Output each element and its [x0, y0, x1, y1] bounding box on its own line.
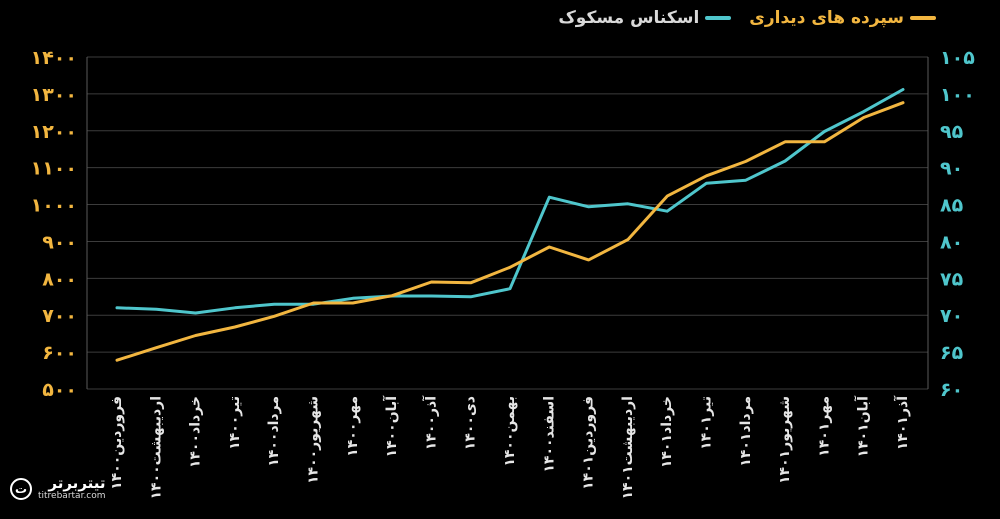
left-y-tick-label: ۱۰۰۰ — [31, 195, 77, 217]
x-tick-label: اسفند۱۴۰۰ — [541, 396, 557, 473]
legend-swatch-series-2 — [910, 16, 936, 20]
right-y-tick-label: ۷۵ — [940, 268, 964, 290]
right-y-tick-label: ۹۰ — [940, 158, 963, 180]
x-tick-label: مهر۱۴۰۱ — [816, 396, 832, 457]
left-y-tick-label: ۸۰۰ — [42, 268, 77, 290]
x-tick-label: دی۱۴۰۰ — [463, 396, 479, 450]
right-y-tick-label: ۷۰ — [940, 305, 963, 327]
watermark-logo: ت تیتربرتر titrebartar.com — [10, 474, 106, 501]
x-tick-label: خرداد۱۴۰۰ — [188, 396, 204, 468]
right-y-tick-label: ۸۰ — [940, 231, 963, 253]
x-tick-label: مهر۱۴۰۰ — [345, 396, 361, 457]
x-tick-label: شهریور۱۴۰۰ — [306, 396, 322, 484]
left-y-tick-label: ۱۲۰۰ — [31, 121, 77, 143]
x-tick-label: فروردین۱۴۰۰ — [109, 396, 125, 490]
legend-swatch-series-1 — [705, 16, 732, 20]
x-tick-label: تیر۱۴۰۰ — [227, 396, 243, 450]
x-tick-label: فروردین۱۴۰۱ — [581, 396, 597, 490]
right-y-tick-label: ۸۵ — [940, 195, 964, 217]
legend-item-series-1: اسکناس مسکوک — [558, 8, 732, 28]
left-y-tick-label: ۱۳۰۰ — [31, 84, 77, 106]
right-y-tick-label: ۶۵ — [940, 342, 964, 364]
x-tick-label: بهمن۱۴۰۰ — [502, 396, 518, 467]
left-y-tick-label: ۹۰۰ — [42, 231, 77, 253]
right-y-tick-label: ۱۰۵ — [940, 47, 975, 69]
x-tick-label: تیر۱۴۰۱ — [699, 396, 715, 450]
legend-label-series-1: اسکناس مسکوک — [558, 8, 700, 28]
logo-url: titrebartar.com — [38, 490, 106, 501]
right-y-tick-label: ۶۰ — [940, 379, 963, 401]
left-y-tick-label: ۶۰۰ — [42, 342, 77, 364]
x-tick-label: اردیبهشت۱۴۰۰ — [148, 396, 164, 500]
series-line-1 — [115, 88, 905, 315]
x-tick-label: آذر۱۴۰۰ — [421, 395, 439, 450]
legend-item-series-2: سپرده های دیداری — [749, 8, 936, 28]
right-y-tick-label: ۱۰۰ — [940, 84, 975, 106]
x-tick-label: مرداد۱۴۰۱ — [738, 396, 754, 467]
x-tick-label: شهریور۱۴۰۱ — [777, 396, 793, 484]
logo-icon: ت — [10, 477, 32, 500]
left-y-tick-label: ۷۰۰ — [42, 305, 77, 327]
x-tick-label: اردیبهشت۱۴۰۱ — [620, 396, 636, 500]
left-y-tick-label: ۱۴۰۰ — [31, 47, 77, 69]
x-tick-label: مرداد۱۴۰۰ — [266, 396, 282, 467]
x-tick-label: خرداد۱۴۰۱ — [659, 396, 675, 468]
right-y-tick-label: ۹۵ — [940, 121, 964, 143]
x-tick-label: آذر۱۴۰۱ — [893, 395, 911, 450]
series-line-2 — [115, 101, 905, 362]
x-tick-label: آبان۱۴۰۰ — [382, 395, 400, 458]
left-y-tick-label: ۵۰۰ — [42, 379, 77, 401]
logo-name: تیتربرتر — [48, 474, 106, 492]
left-y-tick-label: ۱۱۰۰ — [31, 158, 77, 180]
x-tick-label: آبان۱۴۰۱ — [854, 395, 872, 458]
chart-legend: اسکناس مسکوک سپرده های دیداری — [558, 8, 936, 28]
legend-label-series-2: سپرده های دیداری — [749, 8, 904, 28]
